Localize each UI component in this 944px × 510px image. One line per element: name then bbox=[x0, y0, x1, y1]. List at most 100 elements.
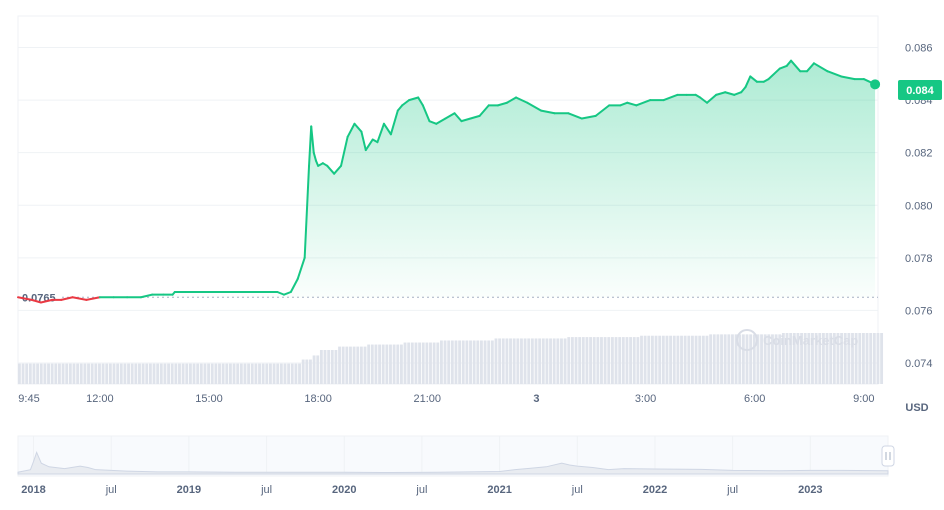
volume-bar bbox=[876, 333, 880, 384]
volume-bar bbox=[454, 340, 458, 384]
volume-bar bbox=[603, 337, 607, 384]
volume-bar bbox=[712, 334, 716, 384]
volume-bar bbox=[301, 359, 305, 384]
volume-bar bbox=[669, 335, 673, 384]
volume-bar bbox=[258, 363, 261, 384]
volume-bar bbox=[494, 338, 498, 384]
volume-bar bbox=[185, 363, 189, 384]
volume-bar bbox=[250, 363, 254, 384]
price-segment bbox=[408, 96, 420, 102]
y-tick-label: 0.076 bbox=[905, 305, 933, 317]
volume-bar bbox=[287, 363, 291, 384]
price-segment bbox=[17, 296, 33, 301]
watermark-text: CoinMarketCap bbox=[763, 333, 858, 348]
volume-bar bbox=[563, 338, 567, 384]
volume-bar bbox=[439, 340, 443, 384]
volume-bar bbox=[243, 363, 247, 384]
volume-bar bbox=[701, 335, 705, 384]
current-price-label: 0.084 bbox=[906, 85, 934, 97]
price-segment bbox=[39, 298, 54, 304]
volume-bar bbox=[621, 337, 625, 384]
volume-bar bbox=[294, 363, 298, 384]
volume-bar bbox=[654, 335, 658, 384]
navigator-tick-label: 2022 bbox=[643, 484, 667, 496]
volume-bar bbox=[483, 340, 487, 384]
volume-bar bbox=[319, 350, 323, 384]
volume-bar bbox=[163, 363, 167, 384]
volume-bar bbox=[199, 363, 203, 384]
volume-bar bbox=[152, 363, 156, 384]
volume-bar bbox=[527, 338, 531, 384]
volume-bar bbox=[68, 363, 72, 384]
volume-bar bbox=[698, 335, 702, 384]
volume-bar bbox=[21, 363, 25, 384]
volume-bar bbox=[39, 363, 43, 384]
volume-bar bbox=[574, 337, 578, 384]
volume-bar bbox=[265, 363, 269, 384]
price-segment bbox=[699, 96, 709, 104]
volume-bars bbox=[18, 333, 884, 384]
price-segment bbox=[421, 104, 431, 123]
volume-bar bbox=[32, 363, 36, 384]
navigator-tick-label: 2021 bbox=[487, 484, 511, 496]
y-tick-label: 0.080 bbox=[905, 200, 933, 212]
y-tick-label: 0.078 bbox=[905, 253, 933, 265]
volume-bar bbox=[585, 337, 589, 384]
x-tick-label: 3 bbox=[533, 393, 539, 405]
volume-bar bbox=[727, 334, 731, 384]
volume-bar bbox=[756, 334, 760, 384]
price-segment bbox=[326, 164, 336, 175]
x-axis: 9:45 12:00 15:00 18:00 21:00 3 3:00 6:00 9:00 bbox=[18, 393, 874, 405]
volume-bar bbox=[741, 334, 745, 384]
volume-bar bbox=[600, 337, 603, 384]
price-segment bbox=[85, 296, 101, 301]
volume-bar bbox=[530, 338, 534, 384]
volume-bar bbox=[814, 333, 818, 384]
volume-bar bbox=[847, 333, 851, 384]
price-segment bbox=[303, 164, 311, 259]
volume-bar bbox=[218, 363, 221, 384]
volume-bar bbox=[792, 333, 796, 384]
volume-bar bbox=[498, 338, 502, 384]
volume-bar bbox=[752, 334, 756, 384]
volume-bar bbox=[843, 333, 847, 384]
volume-bar bbox=[872, 333, 876, 384]
price-segment bbox=[360, 130, 367, 152]
volume-bar bbox=[447, 340, 451, 384]
range-navigator[interactable]: 2018 jul 2019 jul 2020 jul 2021 jul 2022 jul 2023 bbox=[17, 435, 895, 496]
price-segment bbox=[296, 256, 306, 280]
price-segment bbox=[435, 117, 447, 125]
volume-bar bbox=[640, 335, 643, 384]
volume-bar bbox=[469, 340, 472, 384]
volume-bar bbox=[458, 340, 462, 384]
navigator-handle-box[interactable] bbox=[881, 445, 895, 467]
volume-bar bbox=[87, 363, 90, 384]
volume-bar bbox=[418, 342, 422, 384]
x-tick-label: 15:00 bbox=[195, 393, 223, 405]
volume-bar bbox=[450, 340, 454, 384]
volume-bar bbox=[316, 355, 320, 384]
volume-bar bbox=[683, 335, 687, 384]
volume-bar bbox=[680, 335, 683, 384]
volume-bar bbox=[349, 346, 352, 384]
volume-bar bbox=[283, 363, 287, 384]
price-segment bbox=[567, 112, 583, 120]
price-segment bbox=[346, 122, 356, 138]
price-segment bbox=[353, 122, 363, 133]
price-segment bbox=[30, 298, 42, 304]
price-segment bbox=[526, 101, 543, 112]
volume-bar bbox=[880, 333, 884, 384]
price-segment bbox=[340, 135, 349, 167]
price-segment bbox=[724, 91, 736, 96]
price-segment bbox=[444, 112, 456, 120]
navigator-tick-label: 2023 bbox=[798, 484, 822, 496]
volume-bar bbox=[614, 337, 618, 384]
price-segment bbox=[626, 101, 638, 107]
volume-bar bbox=[738, 334, 742, 384]
navigator-tick-label: jul bbox=[726, 484, 738, 496]
volume-bar bbox=[785, 333, 789, 384]
volume-bar bbox=[156, 363, 160, 384]
volume-bar bbox=[90, 363, 94, 384]
volume-bar bbox=[607, 337, 611, 384]
navigator-handle[interactable] bbox=[881, 445, 895, 467]
